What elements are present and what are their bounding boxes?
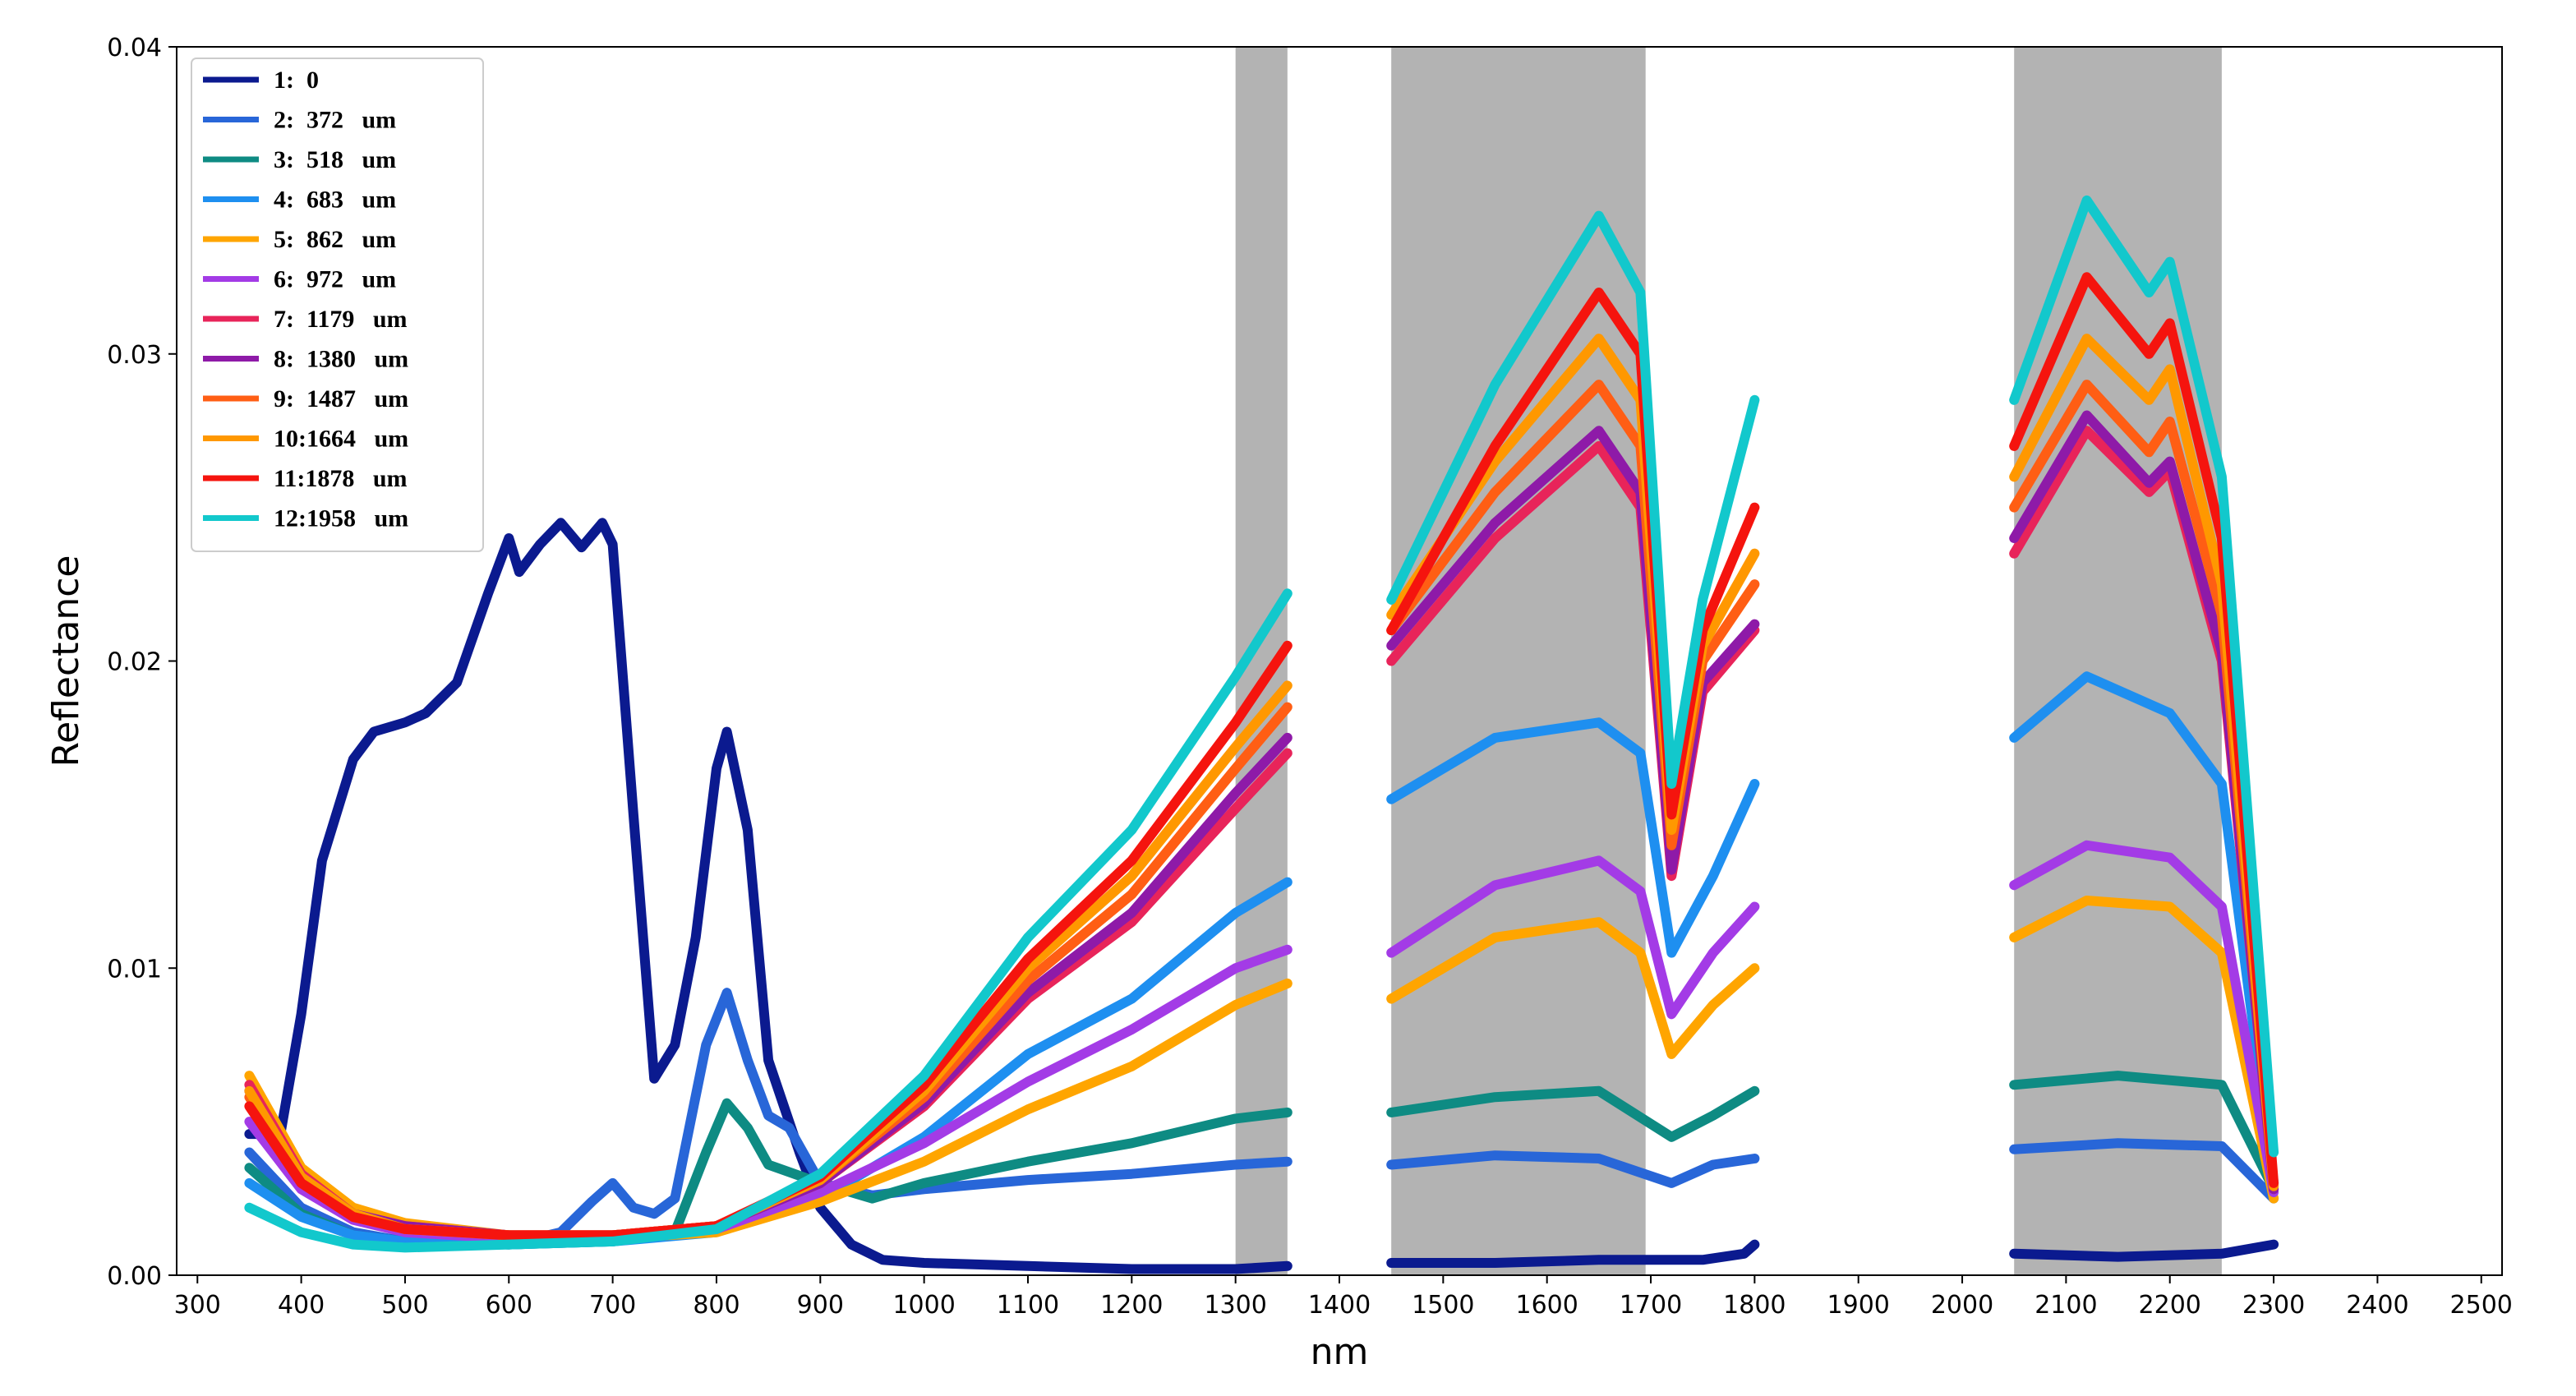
series-line-1: [244, 518, 2279, 1274]
x-tick-label: 2200: [2139, 1291, 2201, 1320]
legend-label-6: 6: 972 um: [274, 266, 396, 293]
legend-label-4: 4: 683 um: [274, 187, 396, 214]
legend-label-2: 2: 372 um: [274, 107, 396, 134]
x-tick-label: 1600: [1515, 1291, 1578, 1320]
x-tick-label: 1500: [1412, 1291, 1474, 1320]
x-tick-label: 300: [174, 1291, 221, 1320]
x-axis: 300 400 500 600 700 800 900 1000 1100 1200 1300 140…: [174, 1275, 2513, 1320]
x-tick-label: 1300: [1204, 1291, 1266, 1320]
x-tick-label: 1700: [1620, 1291, 1682, 1320]
x-tick-label: 700: [589, 1291, 636, 1320]
shaded-region-2: [1391, 47, 1646, 1275]
x-tick-label: 2000: [1931, 1291, 1993, 1320]
x-tick-label: 1400: [1308, 1291, 1371, 1320]
x-tick-label: 400: [278, 1291, 325, 1320]
legend: 1: 0 2: 372 um 3: 518 um 4: 683 um 5: 862 um…: [191, 58, 484, 552]
legend-label-11: 11:1878 um: [274, 465, 408, 492]
legend-label-7: 7: 1179 um: [274, 306, 408, 333]
x-tick-label: 1800: [1723, 1291, 1786, 1320]
series-lines: [244, 195, 2279, 1274]
series-line-12: [244, 195, 2279, 1253]
x-tick-label: 1000: [892, 1291, 955, 1320]
y-axis-title: Reflectance: [45, 555, 87, 767]
legend-label-3: 3: 518 um: [274, 146, 396, 173]
x-tick-label: 1200: [1100, 1291, 1163, 1320]
shaded-region-3: [2014, 47, 2222, 1275]
legend-label-9: 9: 1487 um: [274, 385, 408, 412]
x-tick-label: 1900: [1827, 1291, 1890, 1320]
legend-label-1: 1: 0: [274, 67, 319, 94]
y-tick-label: 0.01: [107, 955, 162, 984]
legend-box: [191, 58, 484, 552]
legend-label-12: 12:1958 um: [274, 505, 408, 532]
x-tick-label: 2500: [2450, 1291, 2513, 1320]
x-tick-label: 600: [486, 1291, 532, 1320]
y-tick-label: 0.03: [107, 341, 162, 370]
x-tick-label: 800: [693, 1291, 740, 1320]
x-tick-label: 2300: [2242, 1291, 2305, 1320]
legend-label-5: 5: 862 um: [274, 226, 396, 253]
y-tick-label: 0.04: [107, 34, 162, 62]
x-tick-label: 2400: [2346, 1291, 2408, 1320]
legend-label-10: 10:1664 um: [274, 426, 408, 453]
legend-label-8: 8: 1380 um: [274, 346, 408, 373]
x-axis-title: nm: [1311, 1331, 1369, 1373]
y-tick-label: 0.00: [107, 1262, 162, 1291]
x-tick-label: 1100: [997, 1291, 1059, 1320]
y-tick-label: 0.02: [107, 648, 162, 677]
x-tick-label: 500: [381, 1291, 428, 1320]
y-axis: 0.00 0.01 0.02 0.03 0.04: [107, 34, 177, 1291]
x-tick-label: 2100: [2035, 1291, 2097, 1320]
x-tick-label: 900: [797, 1291, 844, 1320]
